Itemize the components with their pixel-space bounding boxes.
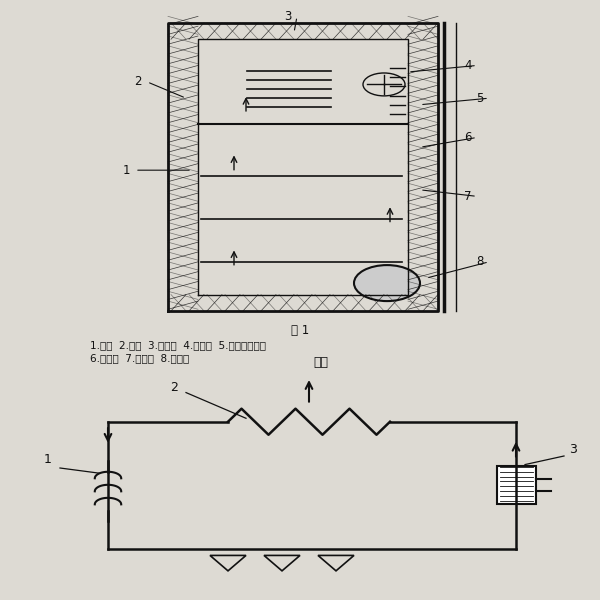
Text: 图 1: 图 1 [291,324,309,337]
Text: 8: 8 [476,256,484,268]
Text: 3: 3 [569,443,577,455]
Text: 1: 1 [44,453,52,466]
Text: 1: 1 [122,164,130,176]
Text: 6.冷凝器  7.冷藏室  8.压缩机: 6.冷凝器 7.冷藏室 8.压缩机 [90,353,189,364]
Text: 6: 6 [464,131,472,144]
Text: 5: 5 [476,92,484,104]
Text: 4: 4 [464,59,472,72]
Text: 7: 7 [464,190,472,203]
Circle shape [354,265,420,301]
Text: 2: 2 [170,381,178,394]
Text: 1.下门  2.上门  3.蒸发器  4.冷冻室  5.冷风循环风扇: 1.下门 2.上门 3.蒸发器 4.冷冻室 5.冷风循环风扇 [90,340,266,350]
Bar [497,466,536,504]
Text: 3: 3 [284,10,292,23]
Text: 2: 2 [134,76,142,88]
Text: 放热: 放热 [314,356,329,368]
